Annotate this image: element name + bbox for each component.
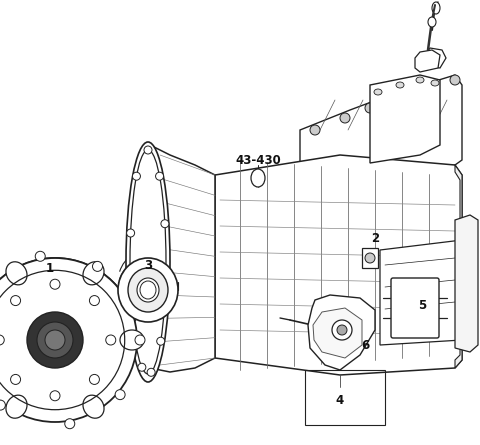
Ellipse shape: [251, 169, 265, 187]
Ellipse shape: [0, 335, 4, 345]
Ellipse shape: [431, 80, 439, 86]
Ellipse shape: [147, 368, 155, 376]
Ellipse shape: [310, 125, 320, 135]
Ellipse shape: [144, 146, 152, 154]
Text: 1: 1: [46, 262, 54, 275]
Ellipse shape: [156, 172, 164, 180]
Bar: [362, 248, 378, 268]
Ellipse shape: [161, 220, 169, 228]
Ellipse shape: [27, 312, 83, 368]
Ellipse shape: [137, 278, 159, 302]
Ellipse shape: [374, 89, 382, 95]
Ellipse shape: [89, 295, 99, 306]
Ellipse shape: [432, 2, 440, 14]
Ellipse shape: [340, 113, 350, 123]
Ellipse shape: [396, 82, 404, 88]
Ellipse shape: [11, 374, 21, 384]
Ellipse shape: [89, 374, 99, 384]
Polygon shape: [300, 75, 462, 205]
Ellipse shape: [135, 335, 145, 345]
Ellipse shape: [128, 268, 168, 312]
Ellipse shape: [332, 320, 352, 340]
Bar: [305, 370, 385, 425]
Ellipse shape: [50, 279, 60, 289]
Ellipse shape: [6, 262, 27, 285]
Ellipse shape: [37, 322, 73, 358]
Polygon shape: [455, 215, 478, 352]
Polygon shape: [313, 308, 362, 358]
Ellipse shape: [6, 395, 27, 418]
FancyBboxPatch shape: [391, 278, 439, 338]
Ellipse shape: [93, 261, 103, 271]
Ellipse shape: [132, 172, 141, 180]
Text: 5: 5: [418, 299, 426, 312]
Text: 4: 4: [336, 393, 344, 406]
Ellipse shape: [127, 229, 134, 237]
Ellipse shape: [416, 77, 424, 83]
Ellipse shape: [365, 103, 375, 113]
Ellipse shape: [11, 295, 21, 306]
Text: 6: 6: [361, 339, 369, 352]
Polygon shape: [138, 145, 215, 372]
Ellipse shape: [337, 325, 347, 335]
Ellipse shape: [428, 17, 436, 27]
Ellipse shape: [0, 400, 5, 410]
Polygon shape: [215, 155, 462, 375]
Ellipse shape: [126, 142, 170, 382]
Ellipse shape: [120, 330, 144, 350]
Text: 2: 2: [371, 231, 379, 244]
Polygon shape: [455, 165, 462, 368]
Ellipse shape: [157, 337, 165, 345]
Polygon shape: [308, 295, 375, 370]
Ellipse shape: [65, 419, 75, 429]
Ellipse shape: [138, 363, 146, 371]
Ellipse shape: [365, 253, 375, 263]
Ellipse shape: [106, 335, 116, 345]
Text: 3: 3: [144, 259, 152, 271]
Polygon shape: [370, 75, 440, 163]
Ellipse shape: [118, 258, 178, 322]
Polygon shape: [380, 240, 468, 345]
Ellipse shape: [450, 75, 460, 85]
Ellipse shape: [50, 391, 60, 401]
Polygon shape: [415, 50, 440, 72]
Ellipse shape: [83, 395, 104, 418]
Ellipse shape: [0, 258, 137, 422]
Ellipse shape: [161, 287, 169, 295]
Ellipse shape: [129, 314, 136, 322]
Ellipse shape: [83, 262, 104, 285]
Ellipse shape: [395, 93, 405, 103]
Ellipse shape: [45, 330, 65, 350]
Ellipse shape: [425, 83, 435, 93]
Ellipse shape: [35, 251, 45, 261]
Text: 43-430: 43-430: [235, 154, 281, 166]
Ellipse shape: [115, 390, 125, 400]
Polygon shape: [425, 48, 446, 68]
